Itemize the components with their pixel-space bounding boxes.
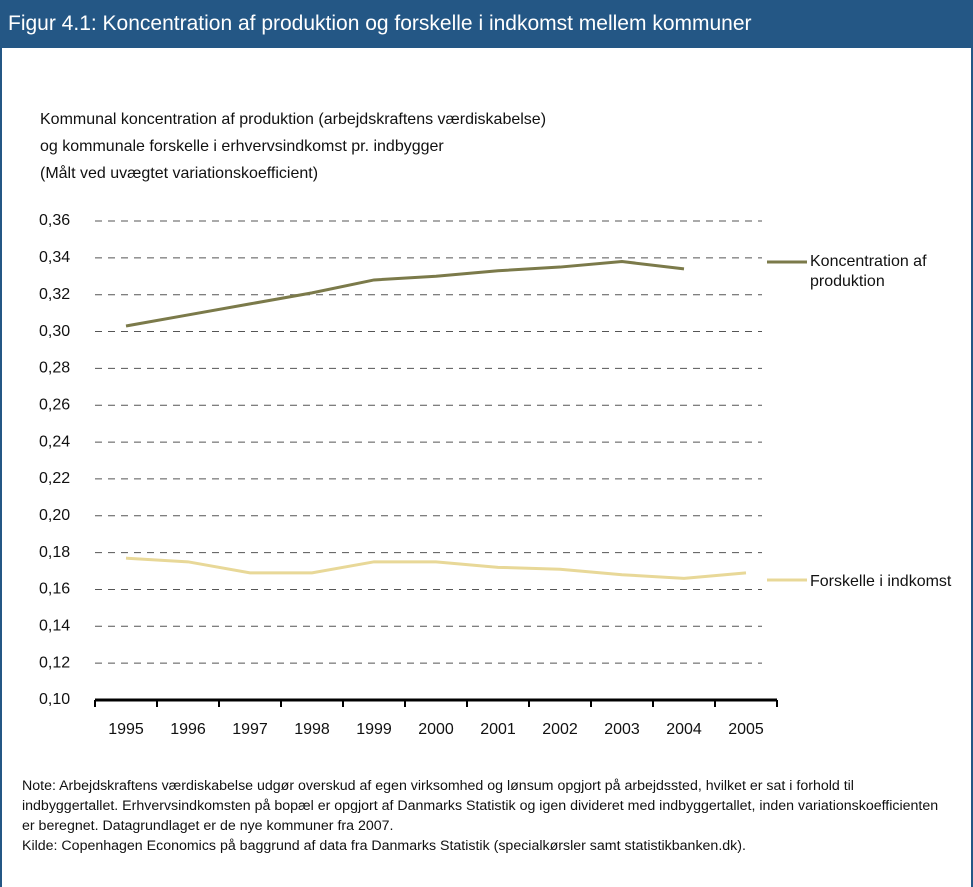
y-tick-label: 0,28	[39, 360, 70, 377]
note: Note: Arbejdskraftens værdiskabelse udgø…	[22, 776, 947, 856]
x-tick-label: 1997	[232, 721, 268, 738]
x-tick-label: 1998	[294, 721, 330, 738]
source-text: Kilde: Copenhagen Economics på baggrund …	[22, 838, 746, 854]
y-tick-label: 0,36	[39, 212, 70, 229]
y-tick-label: 0,22	[39, 470, 70, 487]
x-tick-label: 1999	[356, 721, 392, 738]
subtitle: Kommunal koncentration af produktion (ar…	[40, 111, 547, 128]
x-tick-label: 2002	[542, 721, 578, 738]
y-tick-label: 0,14	[39, 618, 70, 635]
y-tick-label: 0,10	[39, 691, 70, 708]
x-tick-label: 2004	[666, 721, 702, 738]
series-line	[125, 260, 685, 328]
x-tick-label: 1995	[108, 721, 144, 738]
x-tick-label: 2005	[728, 721, 764, 738]
subtitle: og kommunale forskelle i erhvervsindkoms…	[40, 138, 444, 155]
x-tick-label: 2003	[604, 721, 640, 738]
y-tick-label: 0,24	[39, 433, 70, 450]
x-tick-label: 2000	[418, 721, 454, 738]
y-tick-label: 0,16	[39, 581, 70, 598]
subtitle: (Målt ved uvægtet variationskoefficient)	[40, 165, 319, 182]
y-tick-label: 0,34	[39, 249, 70, 266]
series-line	[125, 556, 747, 580]
legend-label: Forskelle i indkomst	[810, 573, 952, 590]
legend-label: Koncentration af produktion	[810, 253, 927, 290]
y-tick-label: 0,12	[39, 654, 70, 671]
y-tick-label: 0,20	[39, 507, 70, 524]
y-tick-label: 0,26	[39, 396, 70, 413]
x-tick-label: 1996	[170, 721, 206, 738]
note-text: Note: Arbejdskraftens værdiskabelse udgø…	[22, 778, 939, 834]
y-tick-label: 0,32	[39, 286, 70, 303]
y-tick-label: 0,30	[39, 323, 70, 340]
figure-title: Figur 4.1: Koncentration af produktion o…	[2, 0, 971, 48]
x-tick-label: 2001	[480, 721, 516, 738]
y-tick-label: 0,18	[39, 544, 70, 561]
